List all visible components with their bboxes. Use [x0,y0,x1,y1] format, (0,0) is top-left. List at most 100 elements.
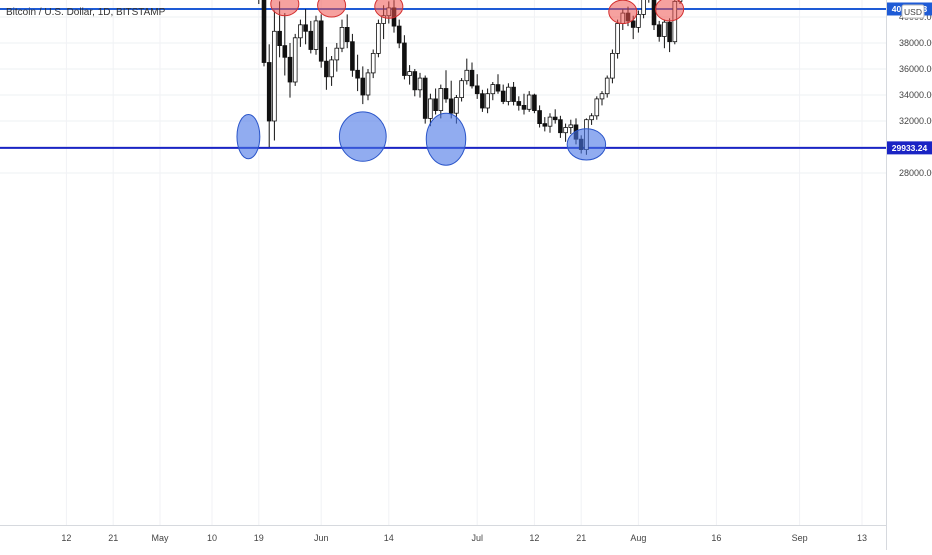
candle-down [470,70,474,86]
candle-up [408,72,412,76]
candle-down [481,94,485,108]
candle-down [319,21,323,61]
candle-up [366,73,370,95]
candle-up [616,24,620,54]
candle-up [564,128,568,133]
candle-down [434,99,438,111]
x-tick-label: 21 [108,533,118,543]
candle-up [377,24,381,54]
candle-down [652,0,656,25]
candle-down [501,91,505,101]
resistance-marker [609,0,637,23]
x-tick-label: 12 [61,533,71,543]
resistance-marker [271,0,299,16]
candle-up [429,99,433,119]
x-tick-label: 12 [529,533,539,543]
candle-down [413,72,417,90]
candle-down [543,124,547,127]
candle-up [611,53,615,78]
chart-title: Bitcoin / U.S. Dollar, 1D, BITSTAMP [6,7,166,18]
x-tick-label: Sep [792,533,808,543]
candle-up [455,98,459,114]
candle-up [314,21,318,50]
candle-down [449,99,453,113]
x-tick-label: May [151,533,169,543]
candle-down [553,117,557,120]
currency-label: USD [904,7,922,17]
y-tick-label: 28000.00 [899,168,932,178]
grid [0,0,886,525]
price-axis: 28000.0030000.0032000.0034000.0036000.00… [887,0,932,550]
candle-down [267,63,271,122]
candle-up [335,48,339,60]
candle-up [460,81,464,98]
candle-down [538,111,542,124]
candle-up [340,27,344,48]
x-tick-label: 13 [857,533,867,543]
x-tick-label: 14 [384,533,394,543]
resistance-marker [656,0,684,21]
candle-down [559,120,563,133]
support-marker [426,113,466,165]
candle-up [439,89,443,111]
candle-up [486,94,490,108]
candle-down [403,43,407,76]
candle-up [527,95,531,109]
y-tick-label: 36000.00 [899,64,932,74]
candle-up [663,22,667,36]
candle-down [444,89,448,99]
candle-up [465,70,469,80]
resistance-marker [375,0,403,18]
candle-down [522,105,526,109]
x-tick-label: 16 [711,533,721,543]
support-marker [339,112,386,161]
candle-up [569,125,573,128]
y-tick-label: 38000.00 [899,38,932,48]
candle-down [325,61,329,77]
candle-down [668,22,672,42]
candle-down [304,25,308,32]
y-tick-label: 32000.00 [899,116,932,126]
candle-up [299,25,303,38]
candle-down [262,0,266,63]
candle-down [288,57,292,82]
support-marker [237,115,260,159]
currency-badge[interactable]: USD [902,5,924,18]
y-tick-label: 34000.00 [899,90,932,100]
candle-down [361,78,365,95]
candle-up [548,117,552,126]
candle-down [356,70,360,78]
candle-down [533,95,537,111]
candle-down [309,31,313,49]
x-tick-label: 19 [254,533,264,543]
resistance-marker [318,0,346,17]
candle-up [600,94,604,99]
x-tick-label: 21 [576,533,586,543]
candle-up [418,78,422,90]
candle-up [273,31,277,121]
candle-up [590,116,594,120]
candle-down [397,26,401,43]
candle-down [345,27,349,41]
x-tick-label: Jul [471,533,483,543]
candle-up [293,38,297,82]
candle-up [371,53,375,73]
candle-up [637,14,641,27]
candle-up [507,87,511,101]
candle-down [657,25,661,37]
x-tick-label: Aug [630,533,646,543]
candle-down [351,42,355,71]
level-label: 29933.24 [892,143,928,153]
candle-up [642,0,646,14]
candle-down [512,87,516,101]
candle-down [283,46,287,58]
candle-down [631,21,635,28]
candle-up [491,85,495,94]
candle-down [423,78,427,118]
candle-down [517,102,521,106]
x-tick-label: Jun [314,533,329,543]
candle-down [278,31,282,45]
